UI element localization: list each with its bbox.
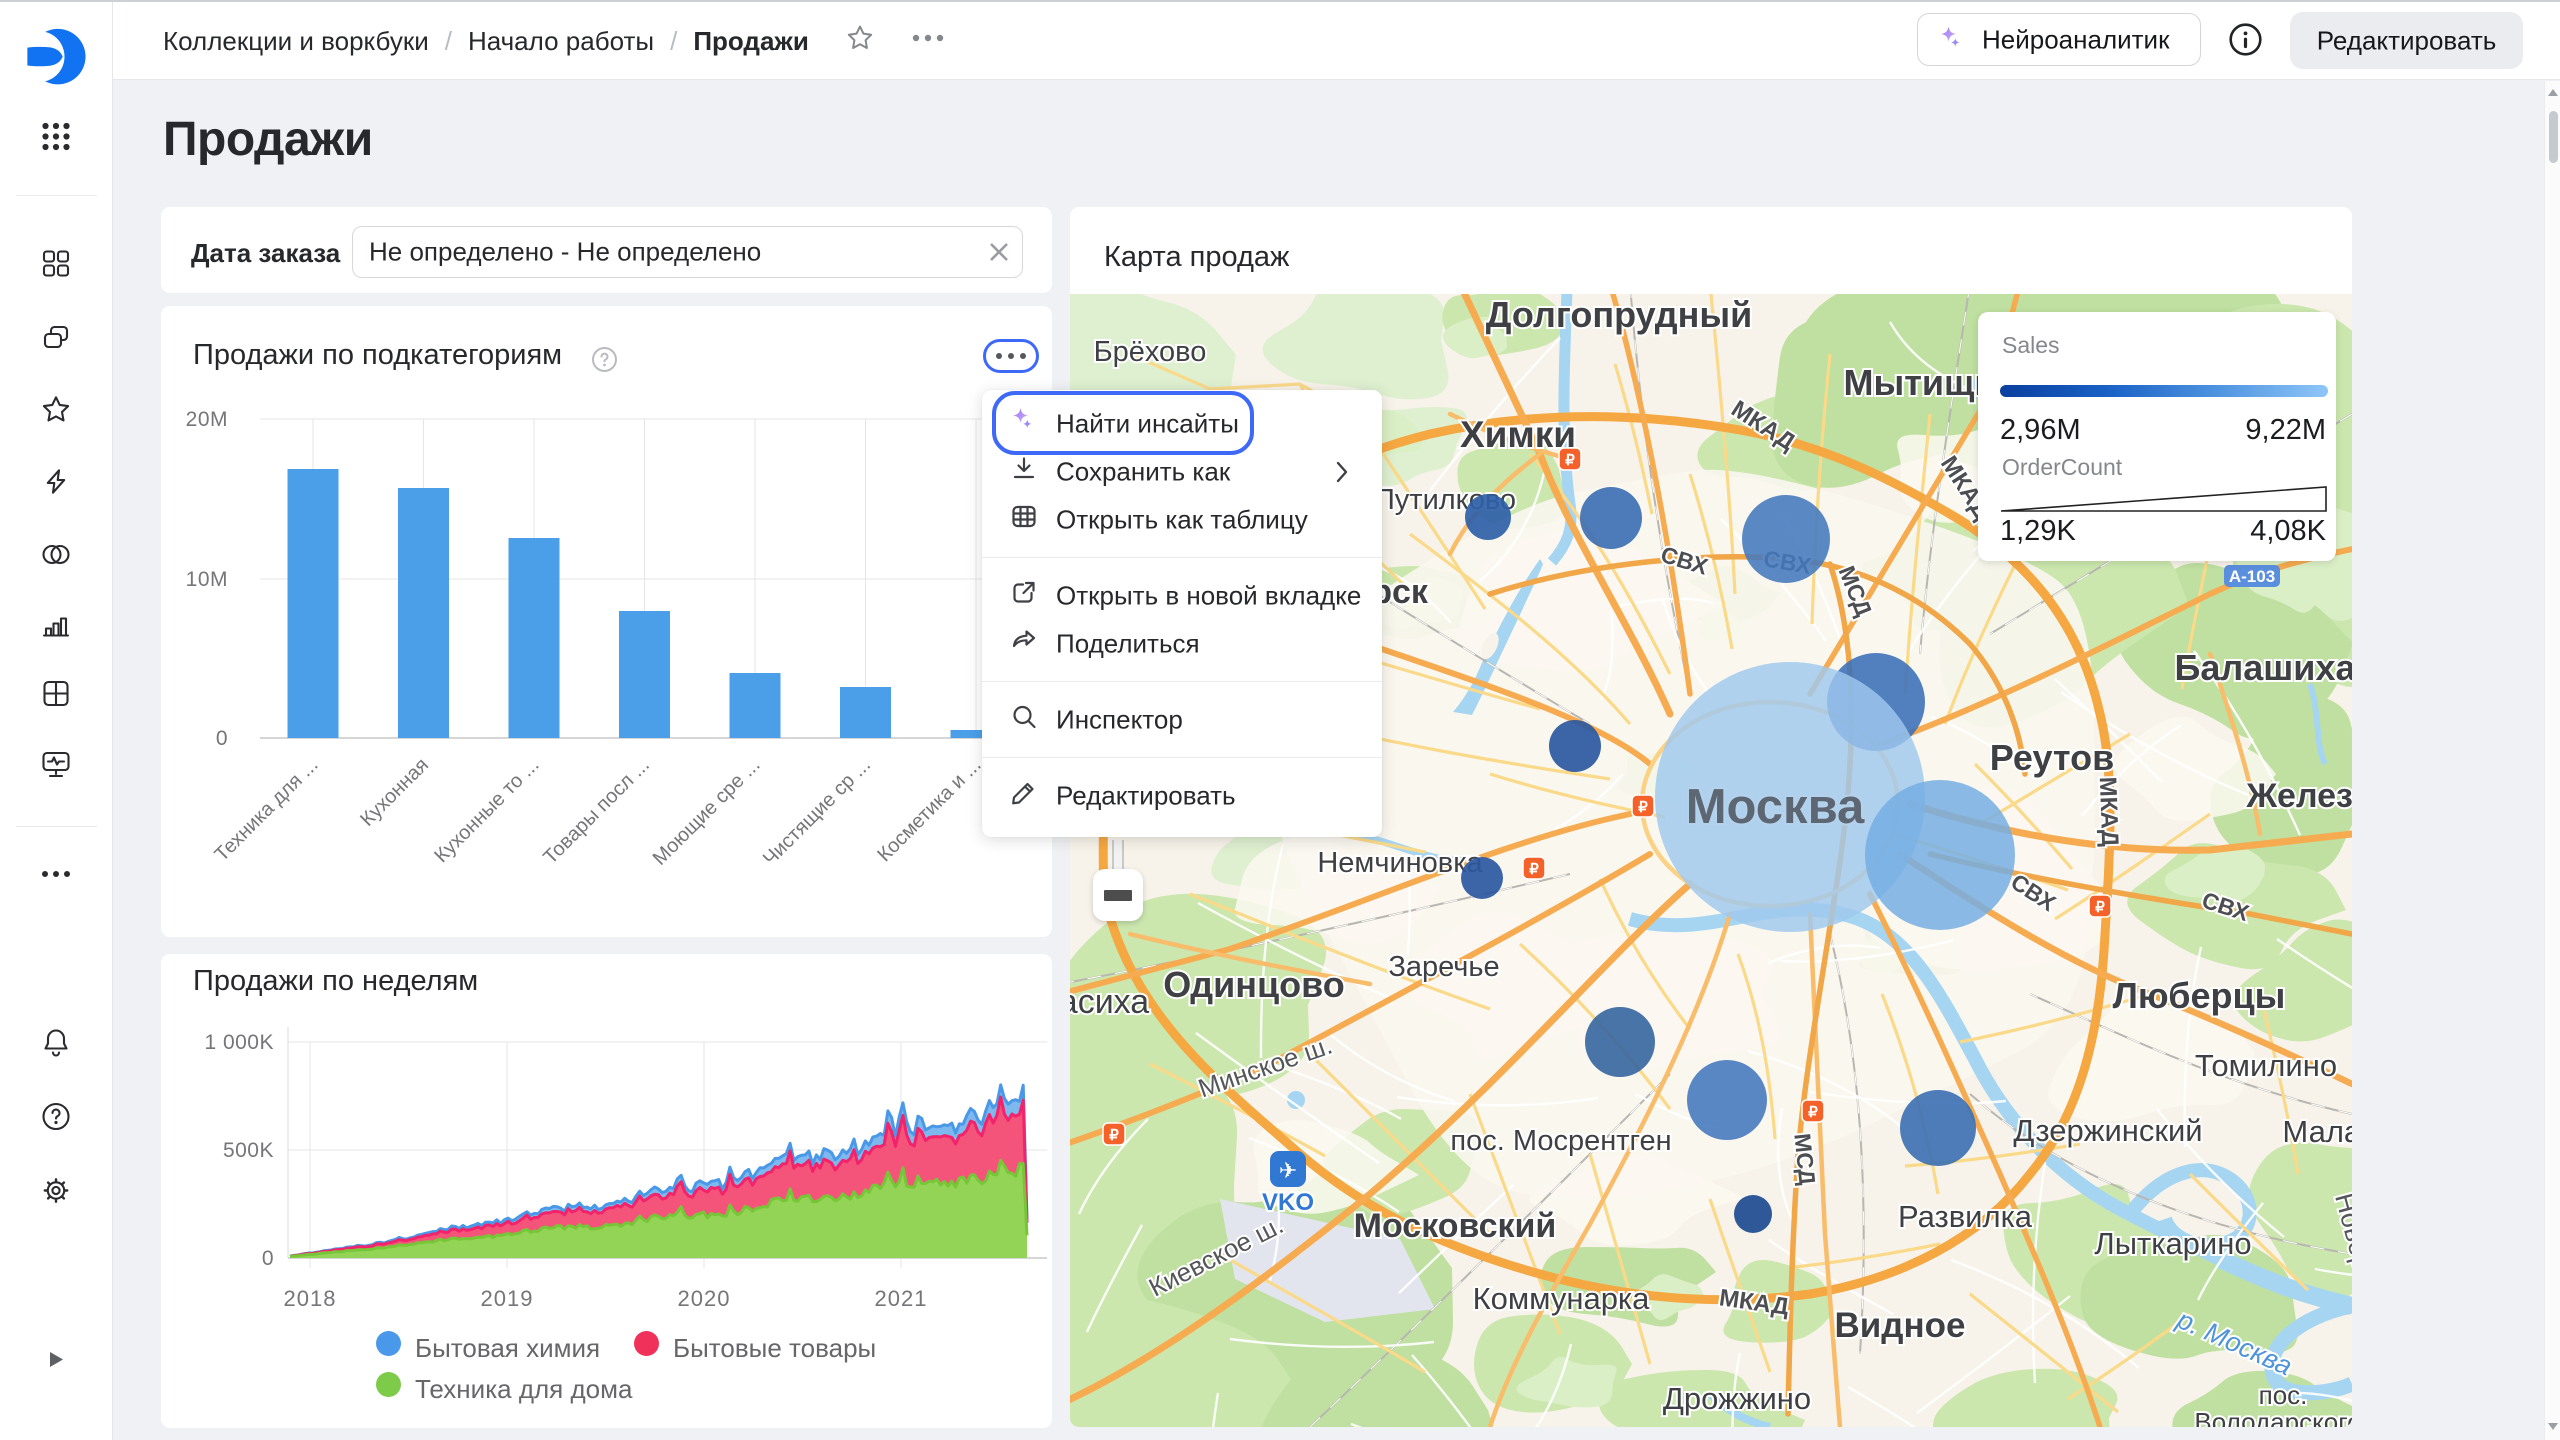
svg-text:✈: ✈ <box>1279 1158 1297 1183</box>
svg-text:2018: 2018 <box>284 1286 337 1311</box>
svg-text:А-103: А-103 <box>2229 567 2275 586</box>
svg-text:Московский: Московский <box>1354 1207 1557 1245</box>
svg-text:Заречье: Заречье <box>1388 951 1499 983</box>
svg-text:2020: 2020 <box>678 1286 731 1311</box>
svg-text:500K: 500K <box>223 1139 274 1162</box>
svg-text:₽: ₽ <box>1529 861 1539 878</box>
svg-text:2021: 2021 <box>875 1286 928 1311</box>
svg-text:Дрожжино: Дрожжино <box>1663 1381 1811 1416</box>
svg-text:Дзержинский: Дзержинский <box>2013 1113 2202 1148</box>
svg-text:Видное: Видное <box>1835 1306 1966 1345</box>
svg-text:асиха: асиха <box>1070 983 1149 1021</box>
svg-text:СВХ: СВХ <box>2199 887 2253 927</box>
svg-text:МКАД: МКАД <box>2094 776 2123 847</box>
svg-text:Чистящие ср ...: Чистящие ср ... <box>759 754 875 870</box>
svg-text:Балашиха: Балашиха <box>2175 647 2352 688</box>
svg-text:Химки: Химки <box>1460 414 1576 455</box>
svg-text:Моющие сре ...: Моющие сре ... <box>649 754 765 870</box>
svg-text:₽: ₽ <box>1565 452 1575 469</box>
svg-text:Лыткарино: Лыткарино <box>2094 1226 2251 1261</box>
svg-text:₽: ₽ <box>1109 1127 1119 1144</box>
svg-text:0: 0 <box>216 727 228 750</box>
svg-text:0: 0 <box>262 1247 274 1270</box>
svg-text:2019: 2019 <box>481 1286 534 1311</box>
svg-text:МСД: МСД <box>1789 1132 1820 1186</box>
svg-text:Мытищи: Мытищи <box>1844 362 1997 403</box>
svg-text:Люберцы: Люберцы <box>2113 975 2286 1016</box>
svg-text:₽: ₽ <box>1638 799 1648 816</box>
svg-text:Долгопрудный: Долгопрудный <box>1486 294 1752 335</box>
svg-text:Немчиновка: Немчиновка <box>1317 847 1483 879</box>
svg-text:Косметика и ...: Косметика и ... <box>873 754 985 866</box>
svg-text:Кухонные то ...: Кухонные то ... <box>430 754 543 867</box>
svg-text:Товары посл ...: Товары посл ... <box>539 754 654 869</box>
svg-text:Володарского: Володарского <box>2194 1407 2352 1427</box>
svg-text:Брёхово: Брёхово <box>1094 336 1207 368</box>
svg-text:Техника для ...: Техника для ... <box>211 754 323 866</box>
svg-text:пос.: пос. <box>2259 1380 2308 1410</box>
svg-text:Томилино: Томилино <box>2195 1048 2337 1083</box>
svg-text:1 000K: 1 000K <box>204 1031 274 1054</box>
svg-text:Кухонная: Кухонная <box>356 754 433 831</box>
svg-text:Москва: Москва <box>1686 780 1865 834</box>
svg-text:пос. Мосрентген: пос. Мосрентген <box>1450 1125 1671 1157</box>
svg-text:10M: 10M <box>186 568 228 591</box>
svg-text:Малахо: Малахо <box>2282 1114 2352 1149</box>
svg-text:Реутов: Реутов <box>1990 737 2114 778</box>
svg-text:Железнодоро: Железнодоро <box>2245 777 2352 815</box>
svg-text:Одинцово: Одинцово <box>1163 964 1345 1005</box>
svg-text:₽: ₽ <box>1808 1104 1818 1121</box>
svg-text:VKO: VKO <box>1262 1189 1314 1216</box>
svg-text:Развилка: Развилка <box>1898 1199 2033 1234</box>
svg-text:Коммунарка: Коммунарка <box>1473 1281 1651 1316</box>
svg-text:₽: ₽ <box>2095 899 2105 916</box>
svg-text:20M: 20M <box>186 408 228 431</box>
